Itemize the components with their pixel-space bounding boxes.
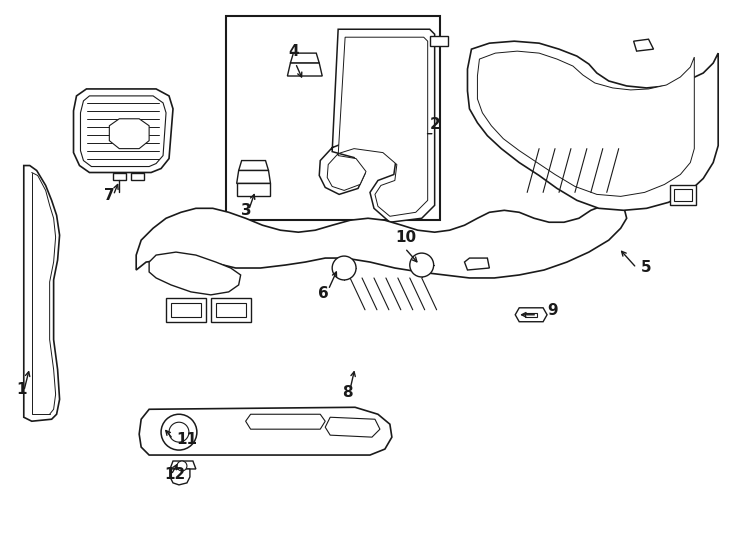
Text: 8: 8 (342, 386, 353, 400)
Polygon shape (319, 29, 435, 222)
Polygon shape (171, 303, 201, 317)
Polygon shape (633, 39, 653, 51)
Polygon shape (170, 461, 196, 469)
Text: 12: 12 (164, 467, 185, 482)
Polygon shape (23, 166, 59, 421)
Text: 2: 2 (429, 117, 440, 132)
Circle shape (410, 253, 434, 277)
Polygon shape (211, 298, 250, 322)
Polygon shape (216, 303, 246, 317)
Polygon shape (246, 414, 325, 429)
Polygon shape (291, 53, 319, 63)
Bar (226, 16, 440, 220)
Text: 5: 5 (641, 260, 651, 275)
Polygon shape (109, 119, 149, 148)
Polygon shape (236, 184, 271, 197)
Polygon shape (236, 171, 271, 184)
Polygon shape (239, 160, 269, 171)
Text: 7: 7 (104, 188, 115, 204)
Text: 6: 6 (319, 286, 329, 301)
Polygon shape (137, 205, 627, 278)
Polygon shape (515, 308, 547, 322)
Polygon shape (465, 258, 490, 270)
Text: 1: 1 (17, 382, 27, 397)
Polygon shape (670, 185, 697, 205)
Circle shape (161, 414, 197, 450)
Polygon shape (468, 41, 718, 210)
Text: 3: 3 (241, 203, 251, 218)
Polygon shape (139, 407, 392, 455)
Polygon shape (325, 417, 380, 437)
Polygon shape (81, 96, 166, 166)
Polygon shape (170, 469, 190, 485)
Text: 11: 11 (176, 432, 197, 447)
Polygon shape (675, 190, 692, 201)
Polygon shape (73, 89, 173, 172)
Polygon shape (288, 63, 322, 76)
Polygon shape (113, 172, 126, 180)
Circle shape (169, 422, 189, 442)
Text: 10: 10 (395, 230, 416, 245)
Polygon shape (149, 252, 241, 295)
Polygon shape (477, 51, 694, 197)
Circle shape (333, 256, 356, 280)
Polygon shape (327, 37, 428, 217)
Circle shape (177, 461, 187, 471)
Text: 4: 4 (288, 44, 299, 59)
Polygon shape (131, 172, 144, 180)
Polygon shape (526, 313, 537, 317)
Polygon shape (166, 298, 206, 322)
Polygon shape (429, 36, 448, 46)
Text: 9: 9 (547, 303, 558, 318)
